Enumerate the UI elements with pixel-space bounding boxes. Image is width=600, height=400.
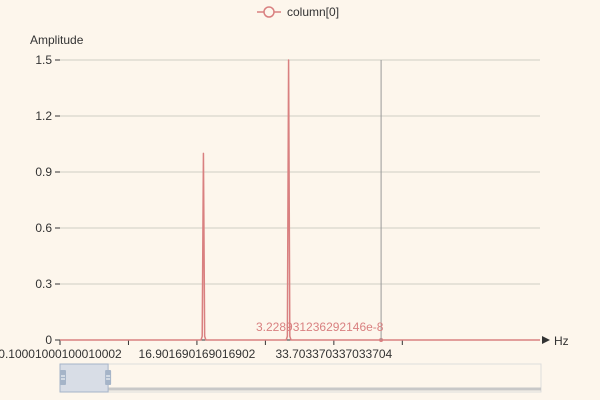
y-tick-label: 0 [45, 333, 52, 347]
y-tick-label: 0.3 [35, 277, 52, 291]
y-axis-ticks: 0 0.3 0.6 0.9 1.2 1.5 [35, 53, 60, 347]
y-tick-label: 1.2 [35, 109, 52, 123]
data-zoom-slider[interactable] [59, 363, 542, 393]
x-tick-label: 0.10001000100010002 [0, 347, 122, 361]
pointer-value-label: 3.228931236292146e-8 [256, 320, 384, 334]
x-tick-label: 16.901690169016902 [139, 347, 256, 361]
data-zoom-window[interactable] [59, 363, 109, 393]
y-tick-label: 0.6 [35, 221, 52, 235]
data-zoom-right-handle[interactable] [105, 370, 112, 385]
legend[interactable]: column[0] [257, 5, 339, 19]
x-tick-label: 33.703370337033704 [275, 347, 392, 361]
grid [60, 59, 540, 285]
x-axis-arrow-icon [542, 336, 550, 344]
y-tick-label: 0.9 [35, 165, 52, 179]
y-axis-title: Amplitude [30, 33, 84, 47]
series-line [60, 59, 540, 341]
series-layer [60, 59, 540, 342]
legend-circle-icon [263, 6, 275, 18]
x-axis-ticks: 0.10001000100010002 16.901690169016902 33.… [0, 340, 403, 361]
data-zoom-left-handle[interactable] [60, 370, 66, 385]
legend-label: column[0] [287, 5, 339, 19]
y-tick-label: 1.5 [35, 53, 52, 67]
x-axis-title: Hz [554, 334, 569, 348]
